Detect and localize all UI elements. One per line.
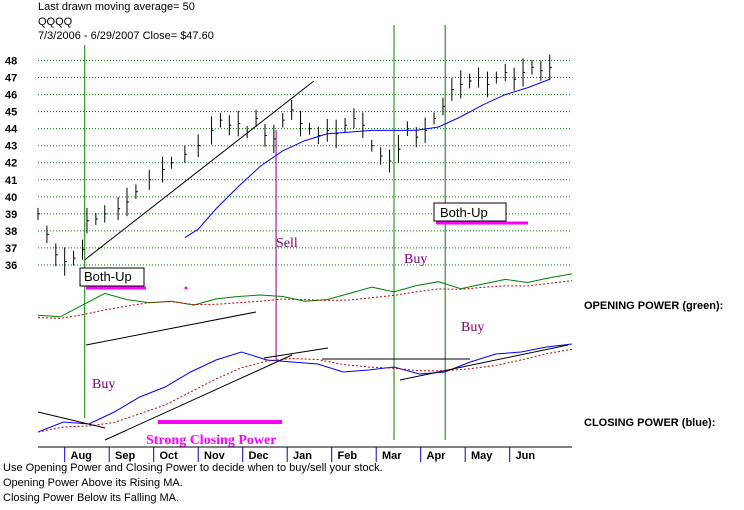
sell-annotation: Sell bbox=[276, 236, 298, 251]
y-tick-label-42: 42 bbox=[5, 158, 17, 170]
y-tick-label-44: 44 bbox=[5, 124, 18, 136]
both-up-box-2 bbox=[433, 202, 507, 222]
y-tick-label-48: 48 bbox=[5, 56, 17, 68]
buy-annotation-price: Buy bbox=[404, 252, 427, 267]
price-trendline bbox=[84, 80, 315, 261]
buy-annotation-opening: Buy bbox=[461, 320, 484, 335]
note-line-3: Closing Power Below its Falling MA. bbox=[3, 492, 180, 504]
closing-power-line bbox=[37, 343, 573, 433]
y-tick-label-41: 41 bbox=[5, 175, 17, 187]
closing-power-trendline-2 bbox=[104, 354, 293, 441]
x-tick-label-dec: Dec bbox=[249, 450, 269, 462]
note-line-1: Use Opening Power and Closing Power to d… bbox=[3, 462, 383, 474]
closing-power-trendline-5 bbox=[399, 344, 569, 381]
both-up-label-2: Both-Up bbox=[440, 205, 488, 220]
y-tick-label-37: 37 bbox=[5, 243, 17, 255]
magenta-dot bbox=[184, 286, 188, 290]
y-tick-label-39: 39 bbox=[5, 209, 17, 221]
chart-header-range-close: 7/3/2006 - 6/29/2007 Close= $47.60 bbox=[38, 30, 214, 42]
opening-power-line bbox=[37, 273, 573, 318]
both-up-box-1 bbox=[79, 267, 145, 287]
x-tick-label-oct: Oct bbox=[160, 450, 179, 462]
y-tick-label-36: 36 bbox=[5, 260, 17, 272]
closing-power-ma bbox=[37, 348, 573, 433]
x-tick-label-feb: Feb bbox=[338, 450, 358, 462]
buy-annotation-closing: Buy bbox=[92, 377, 115, 392]
x-tick-label-jun: Jun bbox=[516, 450, 536, 462]
chart-header-ma: Last drawn moving average= 50 bbox=[38, 1, 195, 13]
note-line-2: Opening Power Above its Rising MA. bbox=[3, 477, 183, 489]
opening-power-ma bbox=[37, 280, 573, 319]
y-tick-label-46: 46 bbox=[5, 90, 17, 102]
y-tick-label-43: 43 bbox=[5, 141, 17, 153]
x-tick-label-mar: Mar bbox=[382, 450, 402, 462]
closing-power-label: CLOSING POWER (blue): bbox=[584, 417, 716, 429]
opening-power-label: OPENING POWER (green): bbox=[584, 300, 724, 312]
chart-header-ticker: QQQQ bbox=[38, 16, 73, 28]
x-tick-label-aug: Aug bbox=[71, 450, 92, 462]
x-tick-label-jan: Jan bbox=[293, 450, 312, 462]
moving-average-line bbox=[184, 78, 550, 239]
y-tick-label-38: 38 bbox=[5, 226, 17, 238]
x-tick-label-apr: Apr bbox=[427, 450, 447, 462]
x-tick-label-sep: Sep bbox=[115, 450, 135, 462]
strong-closing-power-annotation: Strong Closing Power bbox=[146, 433, 276, 448]
y-tick-label-40: 40 bbox=[5, 192, 17, 204]
opening-power-trendline bbox=[85, 311, 257, 346]
y-tick-label-47: 47 bbox=[5, 73, 17, 85]
x-tick-label-nov: Nov bbox=[204, 450, 226, 462]
x-tick-label-may: May bbox=[471, 450, 493, 462]
closing-power-trendline-1 bbox=[37, 411, 106, 429]
closing-power-trendline-3 bbox=[263, 347, 329, 359]
both-up-label-1: Both-Up bbox=[84, 269, 132, 284]
y-tick-label-45: 45 bbox=[5, 107, 17, 119]
